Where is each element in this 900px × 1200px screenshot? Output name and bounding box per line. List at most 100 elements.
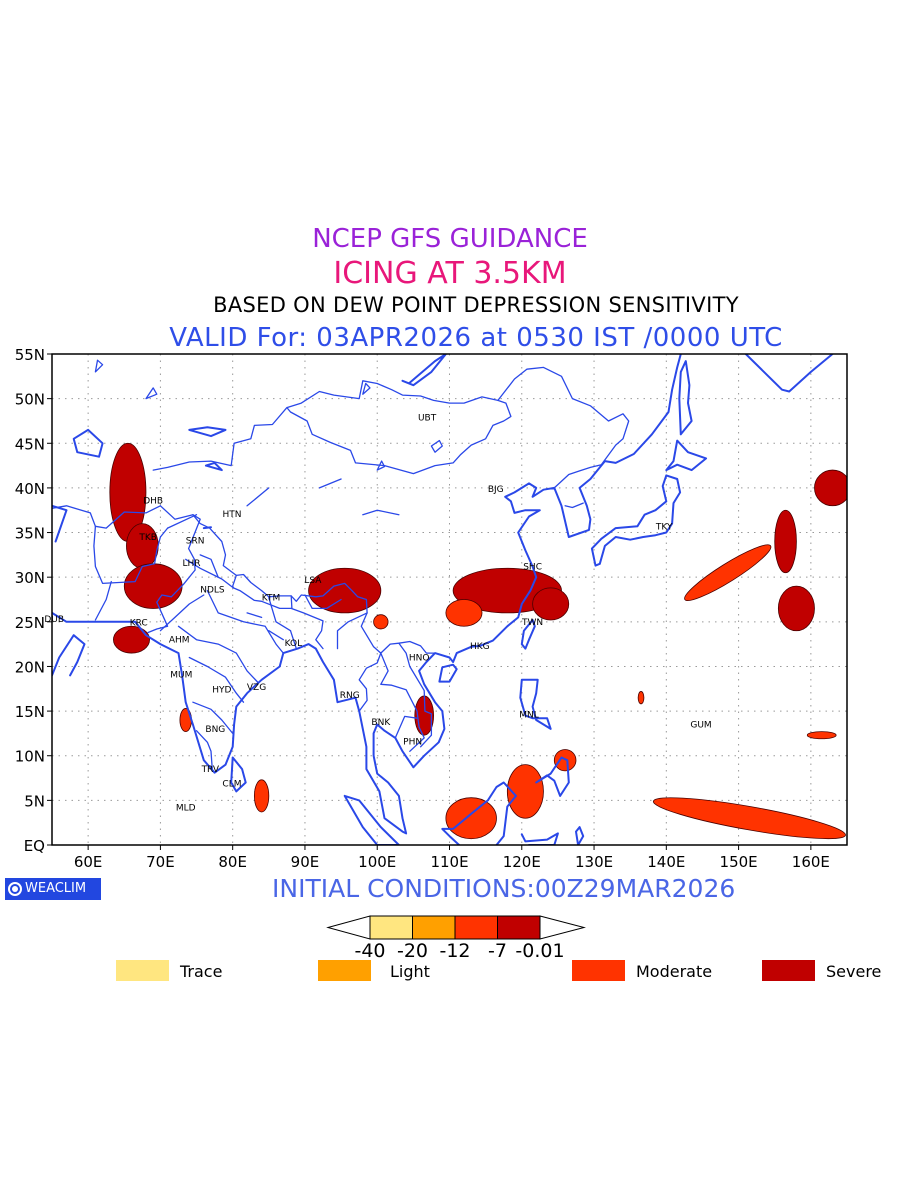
border-line (192, 701, 234, 735)
lake (145, 387, 158, 400)
border-line (268, 630, 284, 641)
coastline (575, 826, 585, 845)
coastline (520, 619, 536, 650)
station-label-tkb: TKB (138, 533, 157, 543)
icing-area-severe (774, 509, 797, 574)
lon-tick-label: 140E (647, 853, 685, 871)
border-line (394, 715, 418, 739)
lon-tick-label: 80E (218, 853, 247, 871)
coastline (52, 634, 86, 677)
station-label-shc: SHC (523, 562, 542, 572)
legend-swatch-moderate (572, 960, 625, 981)
coastline (519, 678, 552, 730)
coastline (52, 354, 682, 835)
station-label-bjg: BJG (488, 485, 504, 495)
lat-tick-label: 30N (15, 569, 45, 587)
lat-tick-label: 20N (15, 658, 45, 676)
border-line (188, 656, 245, 703)
border-line (362, 509, 400, 516)
border-line (553, 464, 599, 489)
icing-area-severe (532, 587, 570, 621)
lat-tick-label: 50N (15, 391, 45, 409)
coastline (590, 474, 682, 567)
border-line (94, 580, 112, 621)
colorbar-cell (369, 915, 413, 940)
border-line (147, 514, 201, 634)
initial-conditions: INITIAL CONDITIONS:00Z29MAR2026 (272, 874, 736, 903)
border-line (380, 652, 425, 752)
border-line (185, 558, 235, 589)
coastline (665, 439, 708, 472)
lon-tick-label: 150E (720, 853, 758, 871)
lon-tick-label: 120E (503, 853, 541, 871)
station-label-hno: HNO (409, 654, 430, 664)
legend-swatch-trace (116, 960, 169, 981)
lon-tick-label: 60E (74, 853, 103, 871)
colorbar-label: -40 (354, 940, 385, 962)
station-label-hkg: HKG (470, 642, 490, 652)
border-line (304, 594, 342, 610)
station-label-mld: MLD (176, 804, 196, 814)
coastline (52, 504, 68, 543)
colorbar-cell (497, 915, 541, 940)
lat-tick-label: 15N (15, 703, 45, 721)
icing-area-severe (123, 563, 183, 609)
coastline (72, 428, 104, 458)
icing-area-severe (814, 469, 847, 507)
lon-tick-label: 160E (792, 853, 830, 871)
legend-swatch-severe (762, 960, 815, 981)
lake (430, 439, 443, 453)
colorbar-label: -12 (439, 940, 470, 962)
lon-tick-label: 90E (291, 853, 320, 871)
icing-area-moderate (652, 797, 846, 840)
station-label-rng: RNG (340, 691, 360, 701)
station-label-clm: CLM (222, 779, 241, 789)
lat-tick-label: 10N (15, 748, 45, 766)
colorbar: -40 -20 -12 -7 -0.01 (326, 915, 586, 962)
lat-tick-label: 25N (15, 614, 45, 632)
border-line (93, 505, 169, 585)
border-line (195, 730, 214, 772)
border-line (290, 607, 324, 650)
border-line (206, 589, 284, 654)
colorbar-label: -0.01 (515, 940, 564, 962)
border-line (246, 487, 270, 507)
coastline (401, 354, 447, 387)
coastline (678, 360, 693, 436)
border-line (289, 630, 297, 650)
border-line (159, 505, 436, 654)
lon-tick-label: 70E (146, 853, 175, 871)
station-label-srn: SRN (186, 537, 205, 547)
legend-label-severe: Severe (826, 962, 882, 981)
icing-area-moderate (684, 544, 772, 601)
colorbar-label: -7 (488, 940, 507, 962)
icing-area-moderate (637, 691, 645, 705)
weaclim-logo: WEACLIM (5, 878, 101, 900)
icing-area-moderate (253, 779, 270, 813)
station-label-gum: GUM (690, 720, 711, 730)
lat-tick-label: 40N (15, 480, 45, 498)
station-label-ndls: NDLS (200, 586, 225, 596)
station-label-twn: TWN (521, 618, 543, 628)
colorbar-left-arrow (326, 915, 371, 940)
station-label-trv: TRV (201, 765, 220, 775)
station-label-kol: KOL (285, 639, 303, 649)
icing-area-moderate (445, 797, 497, 840)
coastline (343, 794, 400, 845)
station-label-htn: HTN (222, 510, 241, 520)
lake (94, 359, 104, 373)
lat-tick-label: 45N (15, 435, 45, 453)
lat-tick-label: EQ (24, 837, 45, 855)
border-line (159, 594, 205, 632)
coastline (204, 461, 223, 472)
stations: UBT BJG TKY DHB HTN TKB SRN LHR NDLS KTM LSA SHC TWN… (44, 413, 711, 813)
station-label-tky: TKY (655, 522, 673, 532)
coastline (441, 781, 517, 845)
station-label-lhr: LHR (182, 559, 200, 569)
legend-label-light: Light (390, 962, 430, 981)
icing-area-severe (777, 585, 815, 632)
station-label-vzg: VZG (247, 683, 266, 693)
valid-time: VALID For: 03APR2026 at 0530 IST /0000 U… (169, 323, 783, 353)
border-line (318, 478, 342, 489)
icing-area-severe (308, 567, 382, 614)
